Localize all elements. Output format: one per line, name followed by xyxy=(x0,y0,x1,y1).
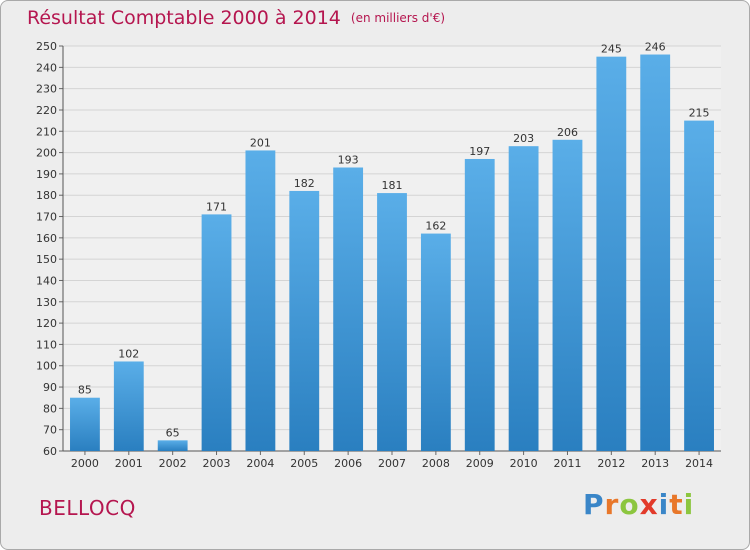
bar xyxy=(70,397,100,451)
y-tick-label: 140 xyxy=(36,274,57,287)
bar xyxy=(552,139,583,451)
bar xyxy=(245,150,276,451)
data-label: 246 xyxy=(645,41,666,54)
y-tick-label: 160 xyxy=(36,232,57,245)
bar xyxy=(640,54,671,452)
y-tick-label: 60 xyxy=(43,445,57,458)
data-label: 197 xyxy=(469,145,490,158)
y-tick-label: 100 xyxy=(36,360,57,373)
location-label: BELLOCQ xyxy=(39,496,136,520)
x-tick-label: 2003 xyxy=(203,457,231,470)
bar xyxy=(377,193,407,451)
data-label: 245 xyxy=(601,43,622,56)
x-tick-label: 2011 xyxy=(553,457,581,470)
bar xyxy=(508,146,539,451)
data-label: 85 xyxy=(78,384,92,397)
bar xyxy=(289,190,320,451)
data-label: 171 xyxy=(206,200,227,213)
chart-subtitle: (en milliers d'€) xyxy=(350,11,446,25)
data-label: 206 xyxy=(557,126,578,139)
bar xyxy=(113,361,144,451)
proxiti-logo: Proxiti xyxy=(583,488,695,521)
x-tick-label: 2009 xyxy=(466,457,494,470)
x-tick-label: 2005 xyxy=(290,457,318,470)
y-tick-label: 200 xyxy=(36,147,57,160)
y-tick-label: 120 xyxy=(36,317,57,330)
x-tick-label: 2008 xyxy=(422,457,450,470)
bar xyxy=(684,120,714,452)
bar xyxy=(201,214,232,451)
x-tick-label: 2001 xyxy=(115,457,143,470)
chart-title-text: Résultat Comptable 2000 à 2014 xyxy=(27,7,341,29)
y-tick-label: 190 xyxy=(36,168,57,181)
bar xyxy=(420,233,451,451)
y-tick-label: 180 xyxy=(36,189,57,202)
x-tick-label: 2013 xyxy=(641,457,669,470)
y-tick-label: 130 xyxy=(36,296,57,309)
y-tick-label: 90 xyxy=(43,381,57,394)
y-tick-label: 70 xyxy=(43,424,57,437)
bar xyxy=(157,440,188,451)
x-tick-label: 2000 xyxy=(71,457,99,470)
y-tick-label: 170 xyxy=(36,211,57,224)
x-tick-label: 2006 xyxy=(334,457,362,470)
x-tick-label: 2014 xyxy=(685,457,713,470)
x-tick-label: 2002 xyxy=(159,457,187,470)
data-label: 181 xyxy=(382,179,403,192)
y-tick-label: 230 xyxy=(36,83,57,96)
x-tick-label: 2004 xyxy=(246,457,274,470)
data-label: 65 xyxy=(166,426,180,439)
chart-title: Résultat Comptable 2000 à 2014 (en millie… xyxy=(27,7,445,29)
data-label: 201 xyxy=(250,136,271,149)
y-tick-label: 110 xyxy=(36,338,57,351)
y-tick-label: 250 xyxy=(36,40,57,53)
data-label: 193 xyxy=(338,154,359,167)
data-label: 215 xyxy=(689,107,710,120)
x-tick-label: 2012 xyxy=(597,457,625,470)
x-tick-label: 2007 xyxy=(378,457,406,470)
y-tick-label: 220 xyxy=(36,104,57,117)
bar xyxy=(333,167,364,451)
data-label: 182 xyxy=(294,177,315,190)
y-tick-label: 210 xyxy=(36,125,57,138)
y-tick-label: 80 xyxy=(43,402,57,415)
data-label: 102 xyxy=(118,347,139,360)
data-label: 162 xyxy=(425,220,446,233)
y-tick-label: 240 xyxy=(36,61,57,74)
bar xyxy=(464,158,495,451)
y-tick-label: 150 xyxy=(36,253,57,266)
data-label: 203 xyxy=(513,132,534,145)
bar xyxy=(596,56,627,451)
x-tick-label: 2010 xyxy=(510,457,538,470)
